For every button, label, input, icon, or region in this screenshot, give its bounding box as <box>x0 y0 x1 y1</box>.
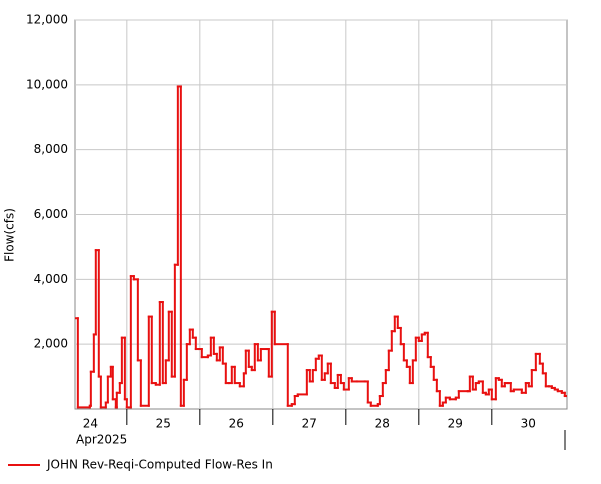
x-tick-label: 25 <box>156 417 171 431</box>
y-tick-label: 2,000 <box>34 337 68 351</box>
y-axis-label: Flow(cfs) <box>3 208 17 262</box>
plot <box>75 85 567 409</box>
y-tick-label: 6,000 <box>34 207 68 221</box>
x-tick-label: 27 <box>302 417 317 431</box>
x-tick-label: 28 <box>375 417 390 431</box>
y-tick-label: 10,000 <box>26 77 68 91</box>
grid <box>75 19 567 409</box>
x-tick-label: 24 <box>83 417 98 431</box>
x-tick-label: 26 <box>229 417 244 431</box>
y-tick-label: 12,000 <box>26 13 68 27</box>
x-sub-label: Apr2025 <box>76 433 127 447</box>
legend-label: JOHN Rev-Reqi-Computed Flow-Res In <box>46 458 273 472</box>
y-tick-label: 4,000 <box>34 272 68 286</box>
x-tick-label: 29 <box>448 417 463 431</box>
y-tick-label: 8,000 <box>34 142 68 156</box>
x-tick-label: 30 <box>521 417 536 431</box>
